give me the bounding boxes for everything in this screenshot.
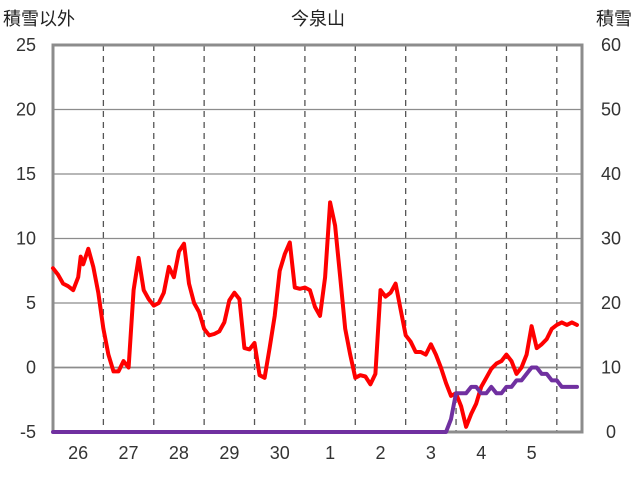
left-tick-label: 20 [16,100,36,120]
right-axis-title: 積雪 [596,9,632,30]
left-tick-label: 0 [26,358,36,378]
right-tick-label: 10 [601,358,621,378]
right-tick-label: 50 [601,100,621,120]
left-tick-label: 10 [16,229,36,249]
x-tick-label: 27 [119,443,139,463]
x-tick-label: 28 [169,443,189,463]
x-tick-label: 3 [426,443,436,463]
x-tick-label: 29 [219,443,239,463]
x-tick-label: 30 [270,443,290,463]
left-tick-label: 25 [16,35,36,55]
left-axis-ticks: -5 0 5 10 15 20 25 [16,35,36,442]
right-tick-label: 20 [601,293,621,313]
series-line-1 [51,200,579,429]
x-tick-label: 26 [68,443,88,463]
right-tick-label: 40 [601,164,621,184]
right-tick-label: 0 [606,422,616,442]
x-tick-label: 4 [476,443,486,463]
left-axis-title: 積雪以外 [3,9,75,30]
x-tick-label: 2 [375,443,385,463]
series-line-2 [51,365,579,434]
right-axis-ticks: 0 10 20 30 40 50 60 [601,35,621,442]
left-tick-label: 5 [26,293,36,313]
left-tick-label: 15 [16,164,36,184]
series-layer [51,200,579,434]
x-tick-label: 5 [527,443,537,463]
left-tick-label: -5 [20,422,36,442]
x-axis-ticks: 26 27 28 29 30 1 2 3 4 5 [68,443,536,463]
right-tick-label: 30 [601,229,621,249]
right-tick-label: 60 [601,35,621,55]
horizontal-gridlines [53,108,582,369]
x-tick-label: 1 [325,443,335,463]
chart-title: 今泉山 [291,9,345,30]
